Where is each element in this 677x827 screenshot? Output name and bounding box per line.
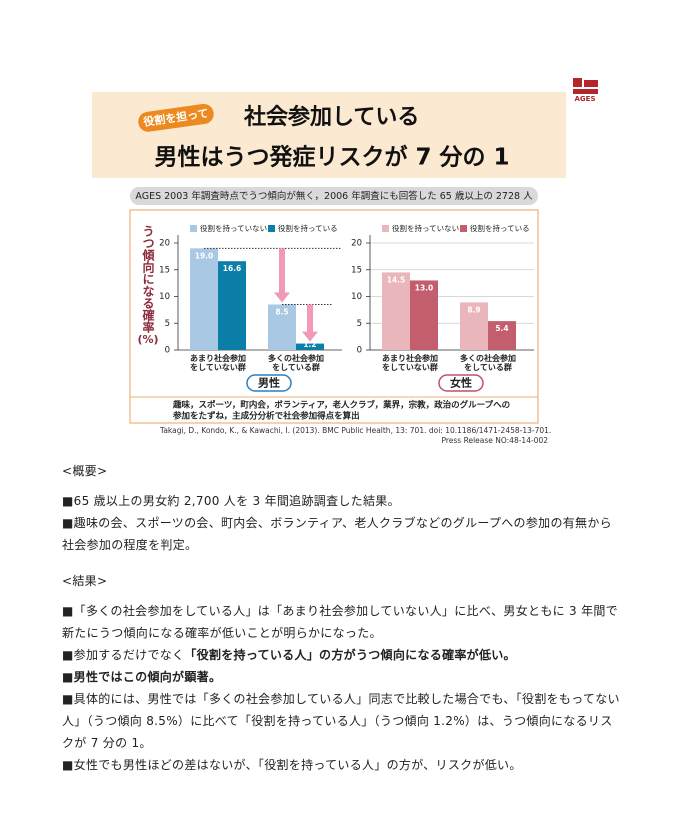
group-label-box bbox=[438, 374, 484, 392]
x-tick-label: 多くの社会参加をしている群 bbox=[460, 353, 516, 372]
x-tick-label: あまり社会参加をしていない群 bbox=[190, 353, 246, 372]
value-label: 5.4 bbox=[495, 324, 508, 333]
note-line: 趣味，スポーツ，町内会，ボランティア，老人クラブ，業界，宗教，政治のグループへの bbox=[172, 400, 510, 411]
legend-label: 役割を持っている bbox=[470, 223, 530, 233]
group-label: 女性 bbox=[450, 376, 472, 390]
y-tick-label: 10 bbox=[351, 292, 362, 302]
y-tick-label: 5 bbox=[165, 319, 170, 329]
y-tick-label: 5 bbox=[357, 319, 362, 329]
x-tick-label: あまり社会参加をしていない群 bbox=[382, 353, 438, 372]
value-label: 13.0 bbox=[415, 283, 434, 292]
paragraph: ■65 歳以上の男女約 2,700 人を 3 年間追跡調査した結果。 bbox=[62, 490, 622, 512]
text-run: 「役割を持っている人」の方がうつ傾向になる確率が低い。 bbox=[184, 648, 516, 662]
text-run: ■65 歳以上の男女約 2,700 人を 3 年間追跡調査した結果。 bbox=[62, 494, 400, 508]
bar bbox=[218, 261, 246, 350]
paragraph: ■「多くの社会参加をしている人」は「あまり社会参加していない人」に比べ、男女とも… bbox=[62, 600, 622, 644]
results-section: <結果> ■「多くの社会参加をしている人」は「あまり社会参加していない人」に比べ… bbox=[62, 570, 622, 776]
summary-section: <概要> ■65 歳以上の男女約 2,700 人を 3 年間追跡調査した結果。 ■… bbox=[62, 460, 622, 556]
y-tick-label: 10 bbox=[159, 292, 170, 302]
logo: AGES bbox=[573, 78, 598, 103]
paragraph: ■趣味の会、スポーツの会、町内会、ボランティア、老人クラブなどのグループへの参加… bbox=[62, 512, 622, 556]
bar bbox=[488, 321, 516, 350]
y-tick-label: 15 bbox=[159, 265, 170, 275]
y-tick-label: 20 bbox=[159, 239, 170, 249]
y-tick-label: 0 bbox=[357, 346, 362, 356]
legend-label: 役割を持っていない bbox=[200, 223, 267, 233]
x-tick-label: 多くの社会参加をしている群 bbox=[268, 353, 324, 372]
legend-label: 役割を持っていない bbox=[392, 223, 459, 233]
bar bbox=[382, 272, 410, 350]
bar bbox=[268, 304, 296, 350]
paragraph: ■具体的には、男性では「多くの社会参加している人」同志で比較した場合でも、「役割… bbox=[62, 688, 622, 754]
legend-label: 役割を持っている bbox=[278, 223, 338, 233]
figure: AGES 役割を担って 社会参加している 男性はうつ発症リスクが 7 分の 1 … bbox=[92, 78, 598, 445]
y-tick-label: 15 bbox=[351, 265, 362, 275]
legend-swatch bbox=[268, 225, 275, 232]
subtitle: AGES 2003 年調査時点でうつ傾向が無く，2006 年調査にも回答した 6… bbox=[135, 190, 533, 202]
paragraph: ■男性ではこの傾向が顕著。 bbox=[62, 666, 622, 688]
group-label-box bbox=[246, 374, 292, 392]
bar bbox=[410, 280, 438, 350]
y-tick-label: 0 bbox=[165, 346, 170, 356]
bar bbox=[460, 302, 488, 350]
section-heading: <結果> bbox=[62, 574, 108, 588]
note-line: 参加をたずね，主成分分析で社会参加得点を算出 bbox=[172, 411, 360, 422]
value-label: 1.2 bbox=[303, 340, 316, 349]
subtitle-bar bbox=[130, 187, 538, 205]
citation: Takagi, D., Kondo, K., & Kawachi, I. (20… bbox=[159, 426, 551, 435]
body-text: <概要> ■65 歳以上の男女約 2,700 人を 3 年間追跡調査した結果。 ■… bbox=[62, 460, 622, 790]
value-label: 8.9 bbox=[467, 305, 480, 314]
arrow bbox=[307, 304, 313, 333]
paragraph: ■参加するだけでなく「役割を持っている人」の方がうつ傾向になる確率が低い。 bbox=[62, 644, 622, 666]
section-heading: <概要> bbox=[62, 464, 108, 478]
arrow bbox=[302, 331, 318, 342]
value-label: 14.5 bbox=[387, 275, 406, 284]
group-label: 男性 bbox=[258, 376, 280, 390]
badge: 役割を担って bbox=[138, 103, 214, 132]
header-box bbox=[92, 92, 566, 178]
text-run: ■参加するだけでなく bbox=[62, 648, 185, 662]
title-line: 社会参加している bbox=[243, 104, 419, 130]
text-run: ■「多くの社会参加をしている人」は「あまり社会参加していない人」に比べ、男女とも… bbox=[62, 604, 618, 640]
logo-text: AGES bbox=[575, 95, 596, 103]
y-tick-label: 20 bbox=[351, 239, 362, 249]
text-run: ■趣味の会、スポーツの会、町内会、ボランティア、老人クラブなどのグループへの参加… bbox=[62, 516, 612, 552]
legend-swatch bbox=[382, 225, 389, 232]
text-run: ■男性ではこの傾向が顕著。 bbox=[62, 670, 222, 684]
y-axis-unit: (%) bbox=[137, 333, 158, 346]
value-label: 8.5 bbox=[275, 308, 288, 317]
text-run: ■女性でも男性ほどの差はないが、「役割を持っている人」の方が、リスクが低い。 bbox=[62, 758, 522, 772]
legend-swatch bbox=[190, 225, 197, 232]
text-run: ■具体的には、男性では「多くの社会参加している人」同志で比較した場合でも、「役割… bbox=[62, 692, 620, 750]
value-label: 19.0 bbox=[195, 251, 214, 260]
value-label: 16.6 bbox=[223, 264, 242, 273]
paragraph: ■女性でも男性ほどの差はないが、「役割を持っている人」の方が、リスクが低い。 bbox=[62, 754, 622, 776]
bar bbox=[190, 248, 218, 350]
arrow bbox=[274, 292, 290, 303]
y-axis-label: うつ傾向になる確率 bbox=[141, 225, 155, 334]
legend-swatch bbox=[460, 225, 467, 232]
title-line: 男性はうつ発症リスクが 7 分の 1 bbox=[154, 144, 509, 171]
arrow bbox=[279, 248, 285, 294]
press-release: Press Release NO:48-14-002 bbox=[441, 436, 548, 445]
bar bbox=[296, 343, 324, 350]
